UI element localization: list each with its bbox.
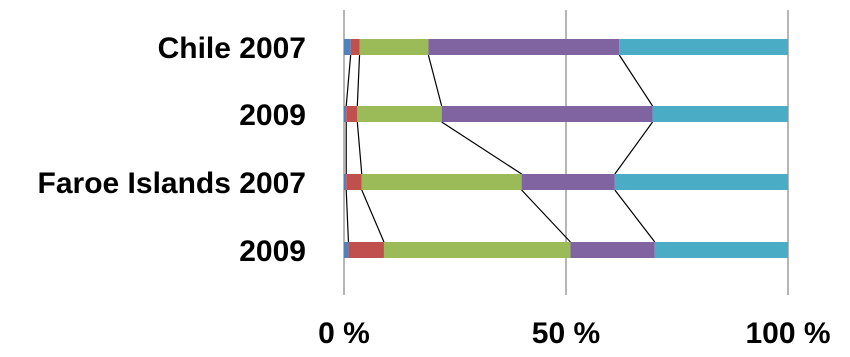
series-line-0-0 [345,54,352,107]
bar-segment-s1-c0 [350,39,360,55]
bar-segment-s4-c0 [619,39,788,55]
category-label: 2009 [239,235,306,268]
series-line-3-1 [614,121,654,175]
series-line-0-2 [345,189,350,243]
bar-segment-s3-c0 [428,39,620,55]
bar-segment-s2-c3 [383,242,571,258]
bar-segment-s2-c2 [361,174,522,190]
bar-segment-s2-c1 [357,106,442,122]
bars [344,39,788,258]
bar-segment-s0-c3 [344,242,349,258]
series-line-3-2 [614,189,656,243]
bar-segment-s0-c0 [344,39,351,55]
x-tick-label: 50 % [532,317,600,350]
series-lines [345,54,656,243]
bar-segment-s3-c1 [441,106,653,122]
bar-segment-s1-c3 [348,242,384,258]
series-line-2-0 [427,54,443,107]
bar-segment-s4-c1 [652,106,788,122]
series-line-1-1 [356,121,363,175]
bar-segment-s1-c1 [346,106,358,122]
x-tick-label: 100 % [745,317,830,350]
bar-segment-s4-c3 [654,242,788,258]
category-label: Faroe Islands 2007 [38,167,306,200]
bar-segment-s0-c1 [344,106,347,122]
category-label: Chile 2007 [158,32,306,65]
bar-segment-s3-c2 [521,174,615,190]
series-line-1-0 [356,54,361,107]
bar-segment-s4-c2 [614,174,788,190]
series-line-1-2 [361,189,385,243]
series-line-2-1 [441,121,522,175]
category-labels: Chile 2007 2009 Faroe Islands 2007 2009 [38,32,306,268]
category-label: 2009 [239,99,306,132]
bar-segment-s0-c2 [344,174,347,190]
bar-segment-s2-c0 [359,39,429,55]
x-tick-labels: 0 % 50 % 100 % [318,317,830,350]
bar-segment-s3-c3 [570,242,655,258]
series-line-2-2 [521,189,571,243]
bar-segment-s1-c2 [346,174,362,190]
x-tick-label: 0 % [318,317,370,350]
series-line-3-0 [618,54,654,107]
